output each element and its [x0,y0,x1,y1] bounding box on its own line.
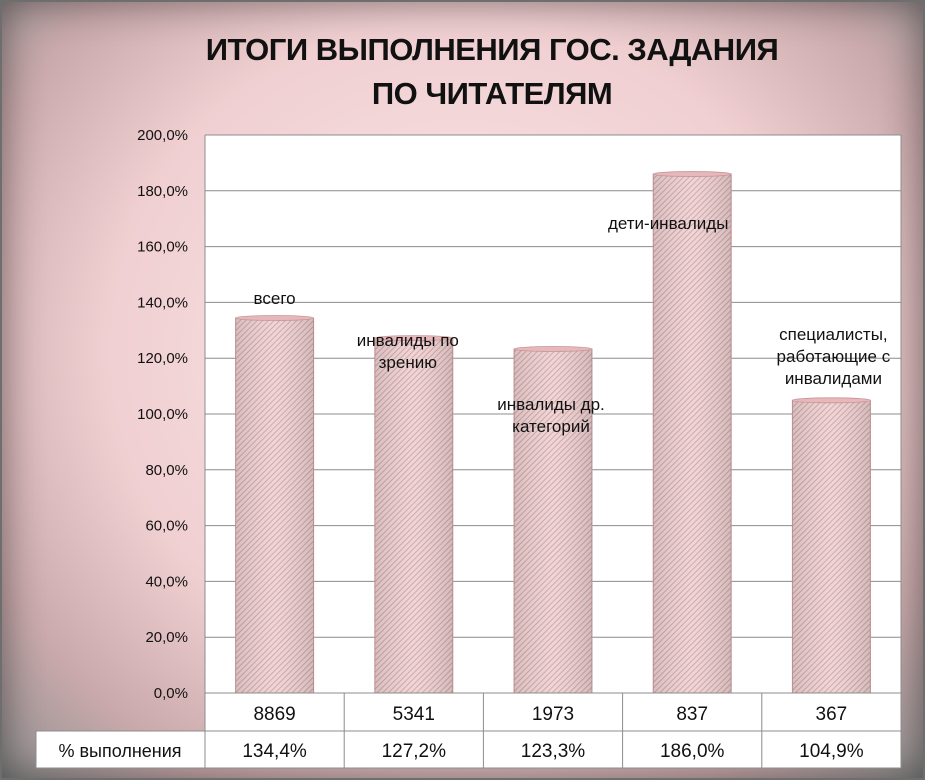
bar-shade [514,348,592,693]
bar-top [652,171,732,177]
bar [791,397,871,694]
series-row-label: % выполнения [58,741,181,761]
bar [374,335,454,694]
y-tick-label: 40,0% [145,573,188,590]
table-value-cell: 123,3% [521,741,586,762]
y-tick-label: 60,0% [145,518,188,535]
category-data-label: специалисты, работающие с инвалидами [777,325,891,388]
y-tick-label: 80,0% [145,462,188,479]
y-tick-label: 120,0% [137,350,188,367]
y-tick-label: 200,0% [137,127,188,144]
y-tick-label: 160,0% [137,239,188,256]
category-data-label: инвалиды др. категорий [497,395,605,436]
y-tick-label: 0,0% [154,685,188,702]
bar-top [792,397,871,404]
category-data-label: всего [254,289,296,308]
table-row-bg [36,731,901,768]
y-tick-label: 140,0% [137,294,188,311]
bars [235,171,871,694]
bar-top [374,335,454,342]
bar-shade [235,318,314,693]
x-category-label: 1973 [532,704,574,725]
chart-title: ИТОГИ ВЫПОЛНЕНИЯ ГОС. ЗАДАНИЯ ПО ЧИТАТЕЛ… [205,32,779,111]
bar-top [513,346,593,352]
bar [652,171,732,694]
bar [513,346,593,694]
x-category-label: 5341 [393,704,435,725]
bar-shade [653,174,732,693]
table-value-cell: 127,2% [382,741,447,762]
table-header-bg [205,693,901,731]
y-tick-label: 180,0% [137,183,188,200]
data-labels: всего инвалиды по зрению инвалиды др. катего… [254,214,891,436]
x-category-label: 8869 [253,704,295,725]
y-tick-label: 20,0% [145,629,188,646]
y-tick-label: 100,0% [137,406,188,423]
x-category-label: 367 [816,704,848,725]
table-value-cell: 186,0% [660,741,725,762]
table-value-cell: 134,4% [242,741,307,762]
data-table: 8869 5341 1973 837 367 % выполнения 134,4% 127,… [35,692,902,769]
table-value-cell: 104,9% [799,741,864,762]
category-data-label: инвалиды по зрению [357,331,459,372]
category-data-label: дети-инвалиды [608,214,729,233]
y-axis-ticks: 0,0% 20,0% 40,0% 60,0% 80,0% 100,0% 120,0% 140,… [137,127,188,702]
bar [235,315,315,694]
bar-shade [792,400,871,693]
bar-top [235,315,315,321]
bar-shade [374,338,453,693]
x-category-label: 837 [676,704,708,725]
